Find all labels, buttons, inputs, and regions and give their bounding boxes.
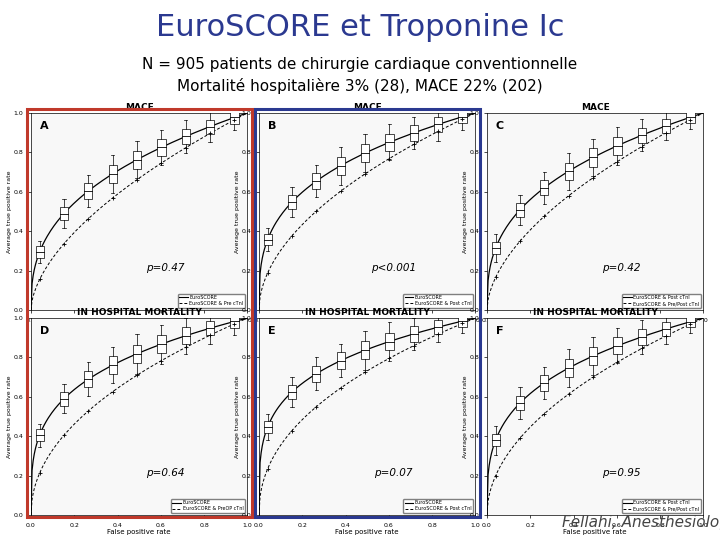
Bar: [686, 112, 695, 123]
Text: p=0.95: p=0.95: [602, 468, 640, 478]
Bar: [492, 434, 500, 447]
Bar: [516, 202, 524, 217]
Bar: [385, 333, 394, 350]
Bar: [686, 316, 695, 327]
X-axis label: False positive rate: False positive rate: [107, 324, 171, 330]
Bar: [312, 366, 320, 382]
Title: IN HOSPITAL MORTALITY: IN HOSPITAL MORTALITY: [305, 308, 430, 318]
Bar: [157, 335, 166, 353]
Bar: [638, 329, 646, 345]
Bar: [206, 119, 215, 133]
Bar: [434, 117, 442, 132]
Y-axis label: Average true positive rate: Average true positive rate: [7, 375, 12, 458]
Bar: [459, 111, 467, 123]
Text: D: D: [40, 326, 49, 336]
Legend: EuroSCORE, EuroSCORE & Pre cTnI: EuroSCORE, EuroSCORE & Pre cTnI: [178, 294, 245, 307]
Bar: [613, 338, 621, 354]
Bar: [662, 322, 670, 335]
Bar: [564, 359, 573, 377]
Title: MACE: MACE: [353, 103, 382, 112]
Text: C: C: [495, 121, 504, 131]
Bar: [109, 356, 117, 374]
Bar: [540, 180, 549, 195]
Legend: EuroSCORE, EuroSCORE & PreOP cTnI: EuroSCORE, EuroSCORE & PreOP cTnI: [171, 499, 245, 512]
Bar: [492, 242, 500, 254]
Text: E: E: [268, 326, 275, 336]
Text: N = 905 patients de chirurgie cardiaque conventionnelle: N = 905 patients de chirurgie cardiaque …: [143, 57, 577, 72]
Bar: [434, 320, 442, 334]
Bar: [336, 353, 345, 369]
Text: p<0.001: p<0.001: [371, 262, 415, 273]
Text: F: F: [495, 326, 503, 336]
Bar: [84, 371, 92, 387]
Title: MACE: MACE: [581, 103, 610, 112]
Bar: [230, 315, 238, 328]
Bar: [361, 144, 369, 162]
Bar: [385, 134, 394, 151]
Bar: [638, 127, 646, 143]
X-axis label: False positive rate: False positive rate: [564, 324, 627, 330]
Legend: EuroSCORE & Post cTnI, EuroSCORE & Pre/Post cTnI: EuroSCORE & Post cTnI, EuroSCORE & Pre/P…: [622, 499, 701, 512]
Bar: [589, 148, 597, 166]
Bar: [564, 163, 573, 179]
Title: MACE: MACE: [125, 103, 153, 112]
Bar: [60, 207, 68, 220]
Text: p=0.64: p=0.64: [146, 468, 184, 478]
X-axis label: False positive rate: False positive rate: [336, 324, 399, 330]
Bar: [84, 183, 92, 199]
Bar: [206, 321, 215, 335]
Bar: [109, 165, 117, 183]
Bar: [157, 139, 166, 156]
Text: EuroSCORE et Troponine Ic: EuroSCORE et Troponine Ic: [156, 14, 564, 43]
Legend: EuroSCORE, EuroSCORE & Post cTnI: EuroSCORE, EuroSCORE & Post cTnI: [403, 499, 473, 512]
Bar: [589, 347, 597, 365]
Bar: [662, 119, 670, 133]
Bar: [336, 157, 345, 174]
X-axis label: False positive rate: False positive rate: [107, 529, 171, 535]
Bar: [181, 129, 190, 144]
Legend: EuroSCORE, EuroSCORE & Post cTnI: EuroSCORE, EuroSCORE & Post cTnI: [403, 294, 473, 307]
Text: p=0.42: p=0.42: [602, 262, 640, 273]
Bar: [540, 375, 549, 390]
Y-axis label: Average true positive rate: Average true positive rate: [463, 375, 468, 458]
Bar: [312, 173, 320, 189]
Bar: [459, 315, 467, 327]
Y-axis label: Average true positive rate: Average true positive rate: [7, 170, 12, 253]
Title: IN HOSPITAL MORTALITY: IN HOSPITAL MORTALITY: [77, 308, 202, 318]
Text: p=0.07: p=0.07: [374, 468, 413, 478]
Bar: [361, 341, 369, 359]
X-axis label: False positive rate: False positive rate: [564, 529, 627, 535]
Bar: [35, 429, 44, 441]
Bar: [288, 195, 296, 209]
Bar: [181, 327, 190, 344]
Bar: [133, 345, 141, 363]
Bar: [516, 396, 524, 410]
Y-axis label: Average true positive rate: Average true positive rate: [235, 375, 240, 458]
Bar: [264, 421, 271, 433]
Bar: [288, 385, 296, 399]
Text: B: B: [268, 121, 276, 131]
Bar: [35, 246, 44, 258]
Text: Mortalité hospitalière 3% (28), MACE 22% (202): Mortalité hospitalière 3% (28), MACE 22%…: [177, 78, 543, 94]
Legend: EuroSCORE & Post cTnI, EuroSCORE & Pre/Post cTnI: EuroSCORE & Post cTnI, EuroSCORE & Pre/P…: [622, 294, 701, 307]
Bar: [133, 151, 141, 168]
Bar: [613, 137, 621, 154]
Text: Fellahi, Anesthesiology 2011: Fellahi, Anesthesiology 2011: [562, 515, 720, 530]
Y-axis label: Average true positive rate: Average true positive rate: [235, 170, 240, 253]
Bar: [60, 392, 68, 406]
Bar: [230, 111, 238, 124]
Text: p=0.47: p=0.47: [146, 262, 184, 273]
Title: IN HOSPITAL MORTALITY: IN HOSPITAL MORTALITY: [533, 308, 657, 318]
Text: A: A: [40, 121, 48, 131]
Bar: [410, 326, 418, 341]
X-axis label: False positive rate: False positive rate: [336, 529, 399, 535]
Bar: [410, 125, 418, 141]
Y-axis label: Average true positive rate: Average true positive rate: [463, 170, 468, 253]
Bar: [264, 234, 271, 245]
